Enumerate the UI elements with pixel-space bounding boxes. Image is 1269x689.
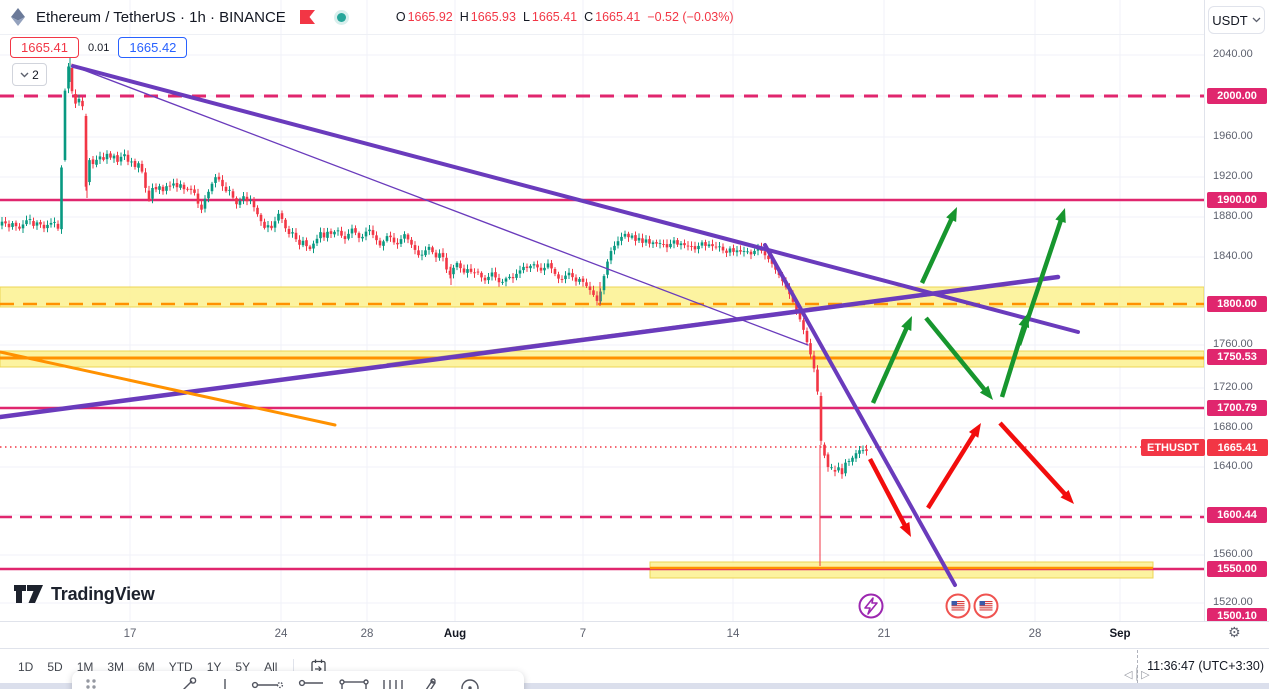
- trend-line: [0, 274, 1061, 420]
- arrow-head: [946, 207, 957, 223]
- price-axis-label: 1720.00: [1213, 381, 1253, 393]
- range-button-3m[interactable]: 3M: [107, 659, 125, 674]
- legend-collapse-button[interactable]: 2: [12, 63, 47, 86]
- time-axis-label: 14: [726, 628, 740, 640]
- calendar-icon[interactable]: [310, 658, 328, 675]
- arrow-head: [901, 316, 912, 332]
- price-axis-label: 1680.00: [1213, 421, 1253, 433]
- price-axis-label: 1920.00: [1213, 170, 1253, 182]
- price-axis-label: 1760.00: [1213, 338, 1253, 350]
- price-axis-label: 1640.00: [1213, 460, 1253, 472]
- candlestick-series: [0, 58, 868, 566]
- range-button-1d[interactable]: 1D: [18, 659, 34, 674]
- range-button-all[interactable]: All: [264, 659, 278, 674]
- range-button-5d[interactable]: 5D: [47, 659, 63, 674]
- tradingview-logo[interactable]: TradingView: [14, 584, 155, 605]
- price-axis-label: 1560.00: [1213, 548, 1253, 560]
- annotation-arrows: [868, 207, 1074, 537]
- horizontal-level-lines: [0, 94, 1204, 571]
- buy-price-button[interactable]: 1665.42: [118, 37, 188, 58]
- arrow-shaft: [919, 215, 955, 284]
- change-value: −0.52 (−0.03%): [647, 10, 734, 24]
- price-axis-label: 2040.00: [1213, 48, 1253, 60]
- drawing-tool-icons[interactable]: [80, 677, 510, 689]
- last-price-tag: 1665.41: [1206, 439, 1268, 456]
- time-axis-label: 21: [877, 628, 891, 640]
- clock-utc[interactable]: 11:36:47 (UTC+3:30): [1147, 659, 1264, 673]
- candlestick-chart[interactable]: [0, 0, 1205, 621]
- range-selector: 1D 5D 1M 3M 6M YTD 1Y 5Y All: [18, 658, 328, 675]
- arrow-shaft: [924, 316, 989, 394]
- chevron-down-icon: [20, 72, 29, 77]
- symbol-legend: Ethereum / TetherUS · 1h · BINANCE O 1665…: [8, 7, 734, 27]
- trend-line: [72, 65, 809, 346]
- range-button-1m[interactable]: 1M: [76, 659, 94, 674]
- arrow-shaft: [1016, 217, 1064, 346]
- price-axis-label: 1520.00: [1213, 596, 1253, 608]
- range-button-1y[interactable]: 1Y: [206, 659, 222, 674]
- economic-event-icon: [858, 593, 884, 619]
- price-axis-label: 1840.00: [1213, 250, 1253, 262]
- arrow-head: [899, 522, 911, 537]
- price-level-badge[interactable]: 1800.00: [1207, 296, 1267, 312]
- price-level-badge[interactable]: 1500.10: [1207, 608, 1267, 624]
- time-axis[interactable]: ⚙ 17 24 28 Aug 7 14 21 28 Sep: [0, 621, 1269, 649]
- spread-value: 0.01: [88, 41, 110, 54]
- time-axis-label: 28: [360, 628, 374, 640]
- time-axis-label: 28: [1028, 628, 1042, 640]
- trend-line: [0, 350, 337, 427]
- window-bottom-strip: [0, 683, 1269, 689]
- time-axis-label: Aug: [443, 628, 467, 640]
- divider: [293, 658, 295, 675]
- price-level-badge[interactable]: 1600.44: [1207, 507, 1267, 523]
- scroll-arrows-icon[interactable]: ◁│▷: [1124, 668, 1151, 681]
- current-price-label: ETHUSDT 1665.41: [1141, 439, 1268, 456]
- symbol-title[interactable]: Ethereum / TetherUS · 1h · BINANCE: [36, 8, 286, 26]
- arrow-head: [968, 423, 981, 438]
- arrow-head: [1060, 489, 1074, 504]
- price-axis-label: 1880.00: [1213, 210, 1253, 222]
- range-button-5y[interactable]: 5Y: [235, 659, 251, 674]
- range-button-ytd[interactable]: YTD: [168, 659, 193, 674]
- ethereum-icon: [11, 8, 25, 26]
- chevron-down-icon: [1252, 17, 1261, 23]
- price-level-badge[interactable]: 1550.00: [1207, 561, 1267, 577]
- time-axis-label: 17: [123, 628, 137, 640]
- price-level-badge[interactable]: 2000.00: [1207, 88, 1267, 104]
- drawing-toolbar[interactable]: [72, 671, 524, 689]
- tradingview-mark-icon: [14, 585, 43, 603]
- sell-price-button[interactable]: 1665.41: [10, 37, 79, 58]
- trend-lines: [0, 64, 1080, 587]
- event-icons: [858, 593, 999, 619]
- price-level-badge[interactable]: 1750.53: [1207, 349, 1267, 365]
- chart-canvas[interactable]: [0, 0, 1205, 621]
- toolbar-divider: [0, 34, 1204, 35]
- price-axis-label: 1960.00: [1213, 130, 1253, 142]
- support-resistance-zones: [0, 286, 1205, 579]
- range-button-6m[interactable]: 6M: [138, 659, 155, 674]
- bid-ask-row: 1665.41 0.01 1665.42: [10, 37, 188, 58]
- currency-dropdown[interactable]: USDT: [1208, 6, 1265, 34]
- arrow-head: [979, 385, 993, 400]
- realtime-marker-line: [1137, 650, 1138, 683]
- time-axis-label: 7: [579, 628, 587, 640]
- arrow-shaft: [868, 457, 909, 529]
- trend-line: [71, 64, 1080, 334]
- gear-icon[interactable]: ⚙: [1228, 625, 1241, 641]
- price-axis[interactable]: USDT 2040.00 1960.00 1920.00 1880.00 1840.00…: [1204, 0, 1269, 624]
- arrow-shaft: [870, 324, 910, 404]
- ohlc-values: O 1665.92 H 1665.93 L 1665.41 C 1665.41 −0.5…: [395, 10, 734, 24]
- trend-line: [763, 243, 957, 587]
- market-status-icon: [333, 9, 349, 25]
- time-axis-label: 24: [274, 628, 288, 640]
- time-axis-label: Sep: [1109, 628, 1131, 640]
- arrow-head: [1055, 208, 1066, 224]
- flag-icon[interactable]: [299, 10, 315, 24]
- price-level-badge[interactable]: 1900.00: [1207, 192, 1267, 208]
- arrow-shaft: [998, 421, 1069, 498]
- price-level-badge[interactable]: 1700.79: [1207, 400, 1267, 416]
- symbol-tag: ETHUSDT: [1141, 439, 1205, 456]
- arrow-shaft: [926, 430, 978, 510]
